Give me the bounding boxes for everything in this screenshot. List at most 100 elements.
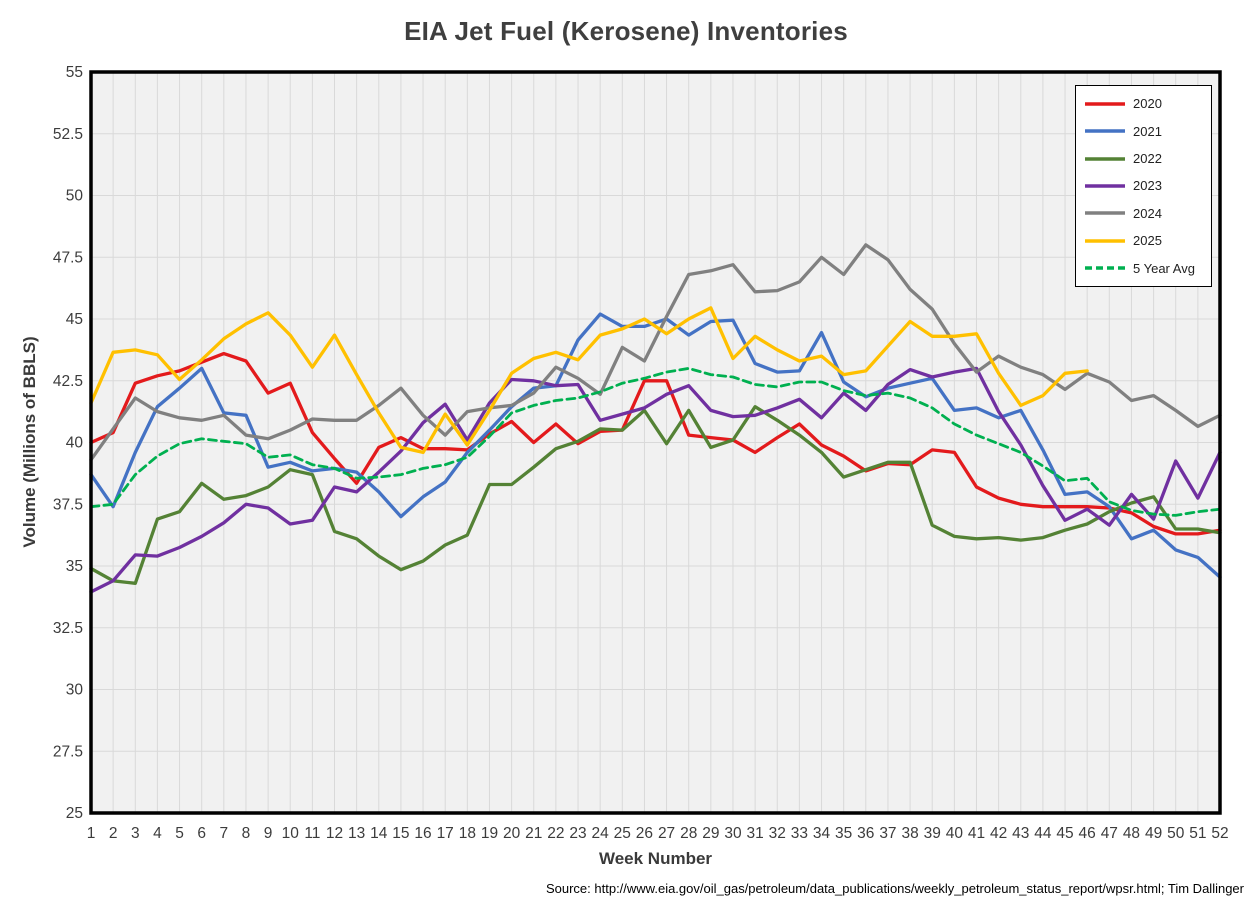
x-tick-label: 1: [87, 825, 96, 842]
plot-border: [89, 70, 1222, 815]
y-tick-label: 35: [66, 558, 83, 575]
x-tick-label: 20: [503, 825, 521, 842]
series-line-2020: [89, 351, 1222, 536]
y-tick-label: 30: [66, 682, 84, 699]
x-tick-label: 50: [1167, 825, 1185, 842]
legend-line-swatch: [1085, 129, 1125, 133]
x-tick-label: 35: [835, 825, 852, 842]
x-tick-label: 25: [614, 825, 631, 842]
x-tick-label: 30: [724, 825, 742, 842]
x-tick-label: 9: [264, 825, 273, 842]
legend-label: 2024: [1133, 205, 1162, 221]
series-line-2024: [89, 243, 1222, 462]
legend-label: 2022: [1133, 151, 1162, 167]
y-tick-label: 50: [66, 188, 84, 205]
x-tick-label: 36: [857, 825, 874, 842]
x-tick-label: 4: [153, 825, 162, 842]
x-tick-label: 8: [242, 825, 251, 842]
chart-title: EIA Jet Fuel (Kerosene) Inventories: [404, 16, 848, 46]
x-tick-label: 12: [326, 825, 343, 842]
legend-entry-2020: 2020: [1084, 96, 1211, 111]
legend-entry-2022: 2022: [1084, 151, 1211, 166]
x-tick-label: 26: [636, 825, 653, 842]
x-tick-label: 37: [879, 825, 896, 842]
x-tick-label: 31: [746, 825, 763, 842]
legend-line-swatch: [1085, 211, 1125, 216]
x-tick-label: 7: [220, 825, 229, 842]
legend-label: 2025: [1133, 233, 1162, 249]
legend-entry-2025: 2025: [1084, 233, 1211, 248]
series-line-2021: [89, 312, 1222, 579]
series-line-5-year-avg: [89, 366, 1222, 517]
x-tick-label: 41: [968, 825, 985, 842]
legend-entry-5-year-avg: 5 Year Avg: [1084, 261, 1211, 276]
x-tick-label: 3: [131, 825, 140, 842]
x-tick-label: 45: [1056, 825, 1073, 842]
legend-label: 2021: [1133, 123, 1162, 139]
x-tick-label: 48: [1123, 825, 1140, 842]
x-tick-label: 5: [175, 825, 184, 842]
y-tick-label: 55: [66, 64, 83, 81]
x-tick-label: 21: [525, 825, 542, 842]
y-tick-label: 27.5: [53, 743, 83, 760]
x-tick-label: 39: [924, 825, 941, 842]
legend-line-swatch: [1085, 101, 1125, 106]
x-tick-label: 16: [414, 825, 431, 842]
legend-label: 5 Year Avg: [1133, 260, 1195, 276]
legend-entry-2023: 2023: [1084, 178, 1211, 193]
x-tick-label: 17: [437, 825, 454, 842]
y-tick-label: 40: [66, 435, 84, 452]
source-note: Source: http://www.eia.gov/oil_gas/petro…: [545, 881, 1244, 896]
series-line-2025: [89, 306, 1089, 455]
x-tick-label: 2: [109, 825, 118, 842]
x-tick-label: 40: [946, 825, 964, 842]
legend-label: 2020: [1133, 96, 1162, 112]
x-tick-label: 43: [1012, 825, 1029, 842]
legend-line-swatch: [1085, 184, 1125, 188]
series-line-2023: [89, 366, 1222, 594]
x-tick-label: 52: [1211, 825, 1228, 842]
y-tick-label: 45: [66, 311, 83, 328]
legend-entry-2024: 2024: [1084, 206, 1211, 221]
x-tick-label: 49: [1145, 825, 1162, 842]
legend-line-swatch: [1085, 156, 1125, 161]
legend-line-swatch: [1085, 239, 1125, 243]
x-tick-label: 22: [547, 825, 564, 842]
x-tick-label: 47: [1101, 825, 1118, 842]
y-tick-label: 47.5: [53, 249, 83, 266]
x-tick-label: 11: [304, 825, 320, 842]
legend: 2020 2021 2022 2023 2024 2025 5 Year Avg: [1075, 85, 1212, 287]
series-line-2022: [89, 405, 1222, 585]
x-tick-label: 19: [481, 825, 498, 842]
x-tick-label: 13: [348, 825, 365, 842]
y-tick-label: 25: [66, 805, 83, 822]
y-tick-label: 42.5: [53, 373, 83, 390]
y-tick-label: 37.5: [53, 496, 83, 513]
x-tick-label: 6: [197, 825, 206, 842]
x-tick-label: 28: [680, 825, 697, 842]
x-tick-label: 10: [282, 825, 300, 842]
x-tick-label: 29: [702, 825, 719, 842]
x-tick-label: 44: [1034, 825, 1052, 842]
x-tick-label: 46: [1079, 825, 1096, 842]
y-tick-label: 52.5: [53, 126, 83, 143]
x-tick-label: 14: [370, 825, 388, 842]
x-tick-label: 51: [1189, 825, 1206, 842]
x-tick-label: 24: [592, 825, 610, 842]
x-tick-label: 32: [769, 825, 786, 842]
x-axis-title: Week Number: [598, 849, 713, 868]
x-tick-label: 18: [459, 825, 476, 842]
x-tick-label: 33: [791, 825, 808, 842]
x-tick-label: 38: [901, 825, 918, 842]
x-tick-label: 15: [392, 825, 409, 842]
legend-label: 2023: [1133, 178, 1162, 194]
x-tick-label: 34: [813, 825, 831, 842]
x-tick-label: 23: [569, 825, 586, 842]
x-tick-label: 27: [658, 825, 675, 842]
legend-entry-2021: 2021: [1084, 124, 1211, 139]
y-tick-label: 32.5: [53, 620, 83, 637]
legend-line-swatch: [1085, 266, 1125, 271]
x-tick-label: 42: [990, 825, 1007, 842]
